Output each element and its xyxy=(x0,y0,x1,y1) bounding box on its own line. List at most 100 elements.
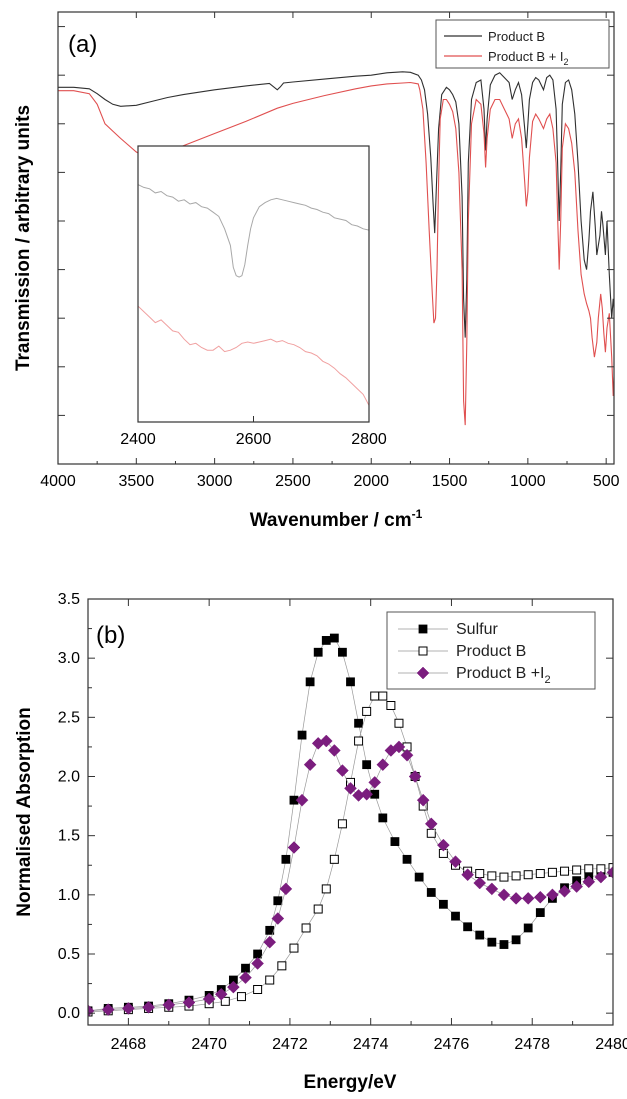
series-line-sulfur xyxy=(88,637,613,1012)
data-point-product-b xyxy=(547,867,557,877)
data-point-sulfur xyxy=(463,922,473,932)
data-point-product-b-i-i2 xyxy=(521,892,535,905)
data-point-product-b-i-i2 xyxy=(360,787,374,801)
data-point-product-b-i-i2 xyxy=(594,870,608,884)
x-tick-label-a-4000: 4000 xyxy=(40,473,76,490)
x-tick-label-b-2478: 2478 xyxy=(514,1036,550,1053)
data-point-product-b xyxy=(499,872,509,882)
y-tick-label-b-3.5: 3.5 xyxy=(58,591,80,608)
data-point-product-b-i-i2 xyxy=(582,875,596,889)
data-point-product-b-i-i2 xyxy=(497,888,511,902)
data-point-product-b xyxy=(523,870,533,880)
x-tick-label-a-3000: 3000 xyxy=(197,473,233,490)
legend-a: Product B Product B + I2 xyxy=(435,19,610,69)
data-point-sulfur xyxy=(297,730,307,740)
data-point-sulfur xyxy=(475,930,485,940)
legend-marker-product-b xyxy=(418,646,428,656)
data-point-product-b-i-i2 xyxy=(461,868,474,882)
x-tick-label-b-2474: 2474 xyxy=(353,1036,389,1053)
data-point-product-b-i-i2 xyxy=(368,776,382,789)
data-point-sulfur xyxy=(362,760,372,770)
data-point-product-b xyxy=(511,871,521,881)
x-tick-label-b-2476: 2476 xyxy=(434,1036,470,1053)
data-point-product-b xyxy=(236,992,246,1002)
data-point-product-b-i-i2 xyxy=(162,998,176,1012)
data-point-product-b-i-i2 xyxy=(416,793,430,807)
inset-x-tick-label-2800: 2800 xyxy=(351,431,387,448)
data-point-product-b-i-i2 xyxy=(437,838,450,852)
data-point-product-b-i-i2 xyxy=(214,987,228,1001)
data-point-sulfur xyxy=(305,677,315,687)
data-point-sulfur xyxy=(346,677,355,687)
inset-x-tick-label-2400: 2400 xyxy=(120,431,156,448)
data-point-sulfur xyxy=(321,636,331,645)
x-tick-label-b-2468: 2468 xyxy=(111,1036,147,1053)
inset-x-tick-label-2600: 2600 xyxy=(236,431,272,448)
legend-label-product-b-i2: Product B +I2 xyxy=(456,665,551,686)
data-point-product-b-i-i2 xyxy=(392,740,406,754)
x-tick-label-b-2480: 2480 xyxy=(595,1036,627,1053)
data-point-sulfur xyxy=(511,935,521,945)
x-tick-label-a-1500: 1500 xyxy=(432,473,468,490)
data-point-product-b xyxy=(220,996,230,1006)
data-point-sulfur xyxy=(499,940,509,949)
data-point-product-b-i-i2 xyxy=(142,1000,155,1014)
legend-label-b-i2-sub: 2 xyxy=(545,674,551,686)
data-point-product-b-i-i2 xyxy=(182,996,196,1009)
data-point-product-b xyxy=(572,865,582,875)
plot-area-b xyxy=(87,598,614,1026)
data-point-product-b-i-i2 xyxy=(88,1004,95,1018)
data-point-product-b-i-i2 xyxy=(570,880,584,893)
data-point-product-b-i-i2 xyxy=(606,865,613,879)
x-axis-label-a-sup: -1 xyxy=(412,507,423,521)
data-point-product-b xyxy=(337,819,347,829)
data-point-product-b-i-i2 xyxy=(101,1003,115,1016)
y-tick-label-b-2.0: 2.0 xyxy=(58,769,80,786)
x-tick-label-b-2470: 2470 xyxy=(191,1036,227,1053)
x-axis-label-a-main: Wavenumber / cm xyxy=(250,510,412,531)
data-point-product-b xyxy=(394,718,404,728)
data-point-product-b-i-i2 xyxy=(202,992,216,1006)
inset-series-product-b xyxy=(138,184,369,278)
y-tick-label-b-1.0: 1.0 xyxy=(58,887,80,904)
data-point-product-b-i-i2 xyxy=(263,935,277,949)
x-axis-label-b: Energy/eV xyxy=(304,1072,397,1093)
y-axis-label-a: Transmission / arbitrary units xyxy=(13,105,34,371)
data-point-product-b-i-i2 xyxy=(344,781,357,795)
legend-label-product-b-i2: Product B + I2 xyxy=(488,49,569,67)
panel-label-a: (a) xyxy=(68,31,97,58)
legend-marker-sulfur xyxy=(418,624,428,634)
data-point-sulfur xyxy=(535,908,545,917)
data-point-product-b xyxy=(608,863,613,873)
data-point-product-b xyxy=(265,975,275,985)
data-point-product-b-i-i2 xyxy=(424,817,438,831)
data-point-product-b-i-i2 xyxy=(287,841,301,854)
series-line-product-b xyxy=(88,695,613,1013)
data-point-product-b-i-i2 xyxy=(336,764,349,777)
data-point-product-b-i-i2 xyxy=(449,855,462,869)
data-point-product-b-i-i2 xyxy=(558,884,571,898)
data-point-product-b-i-i2 xyxy=(408,770,422,783)
data-point-product-b-i-i2 xyxy=(271,912,285,925)
data-point-product-b xyxy=(426,828,436,838)
data-point-sulfur xyxy=(438,899,448,909)
data-point-product-b-i-i2 xyxy=(327,744,341,757)
data-point-product-b xyxy=(354,736,364,746)
data-point-product-b-i-i2 xyxy=(319,734,333,748)
data-point-product-b-i-i2 xyxy=(376,758,390,772)
data-point-sulfur xyxy=(329,633,339,643)
data-point-product-b xyxy=(321,884,331,894)
x-tick-label-a-1000: 1000 xyxy=(510,473,546,490)
data-point-product-b xyxy=(289,943,299,953)
data-point-product-b xyxy=(329,854,339,864)
data-point-product-b xyxy=(560,866,570,876)
data-point-sulfur xyxy=(451,911,460,921)
y-tick-label-b-2.5: 2.5 xyxy=(58,709,80,726)
data-point-product-b-i-i2 xyxy=(509,892,523,905)
data-point-product-b xyxy=(362,706,372,716)
x-axis-label-a: Wavenumber / cm-1 xyxy=(250,507,423,531)
data-point-sulfur xyxy=(253,949,263,959)
legend-label-product-b-i2-sub: 2 xyxy=(564,57,569,67)
data-point-sulfur xyxy=(378,813,388,823)
